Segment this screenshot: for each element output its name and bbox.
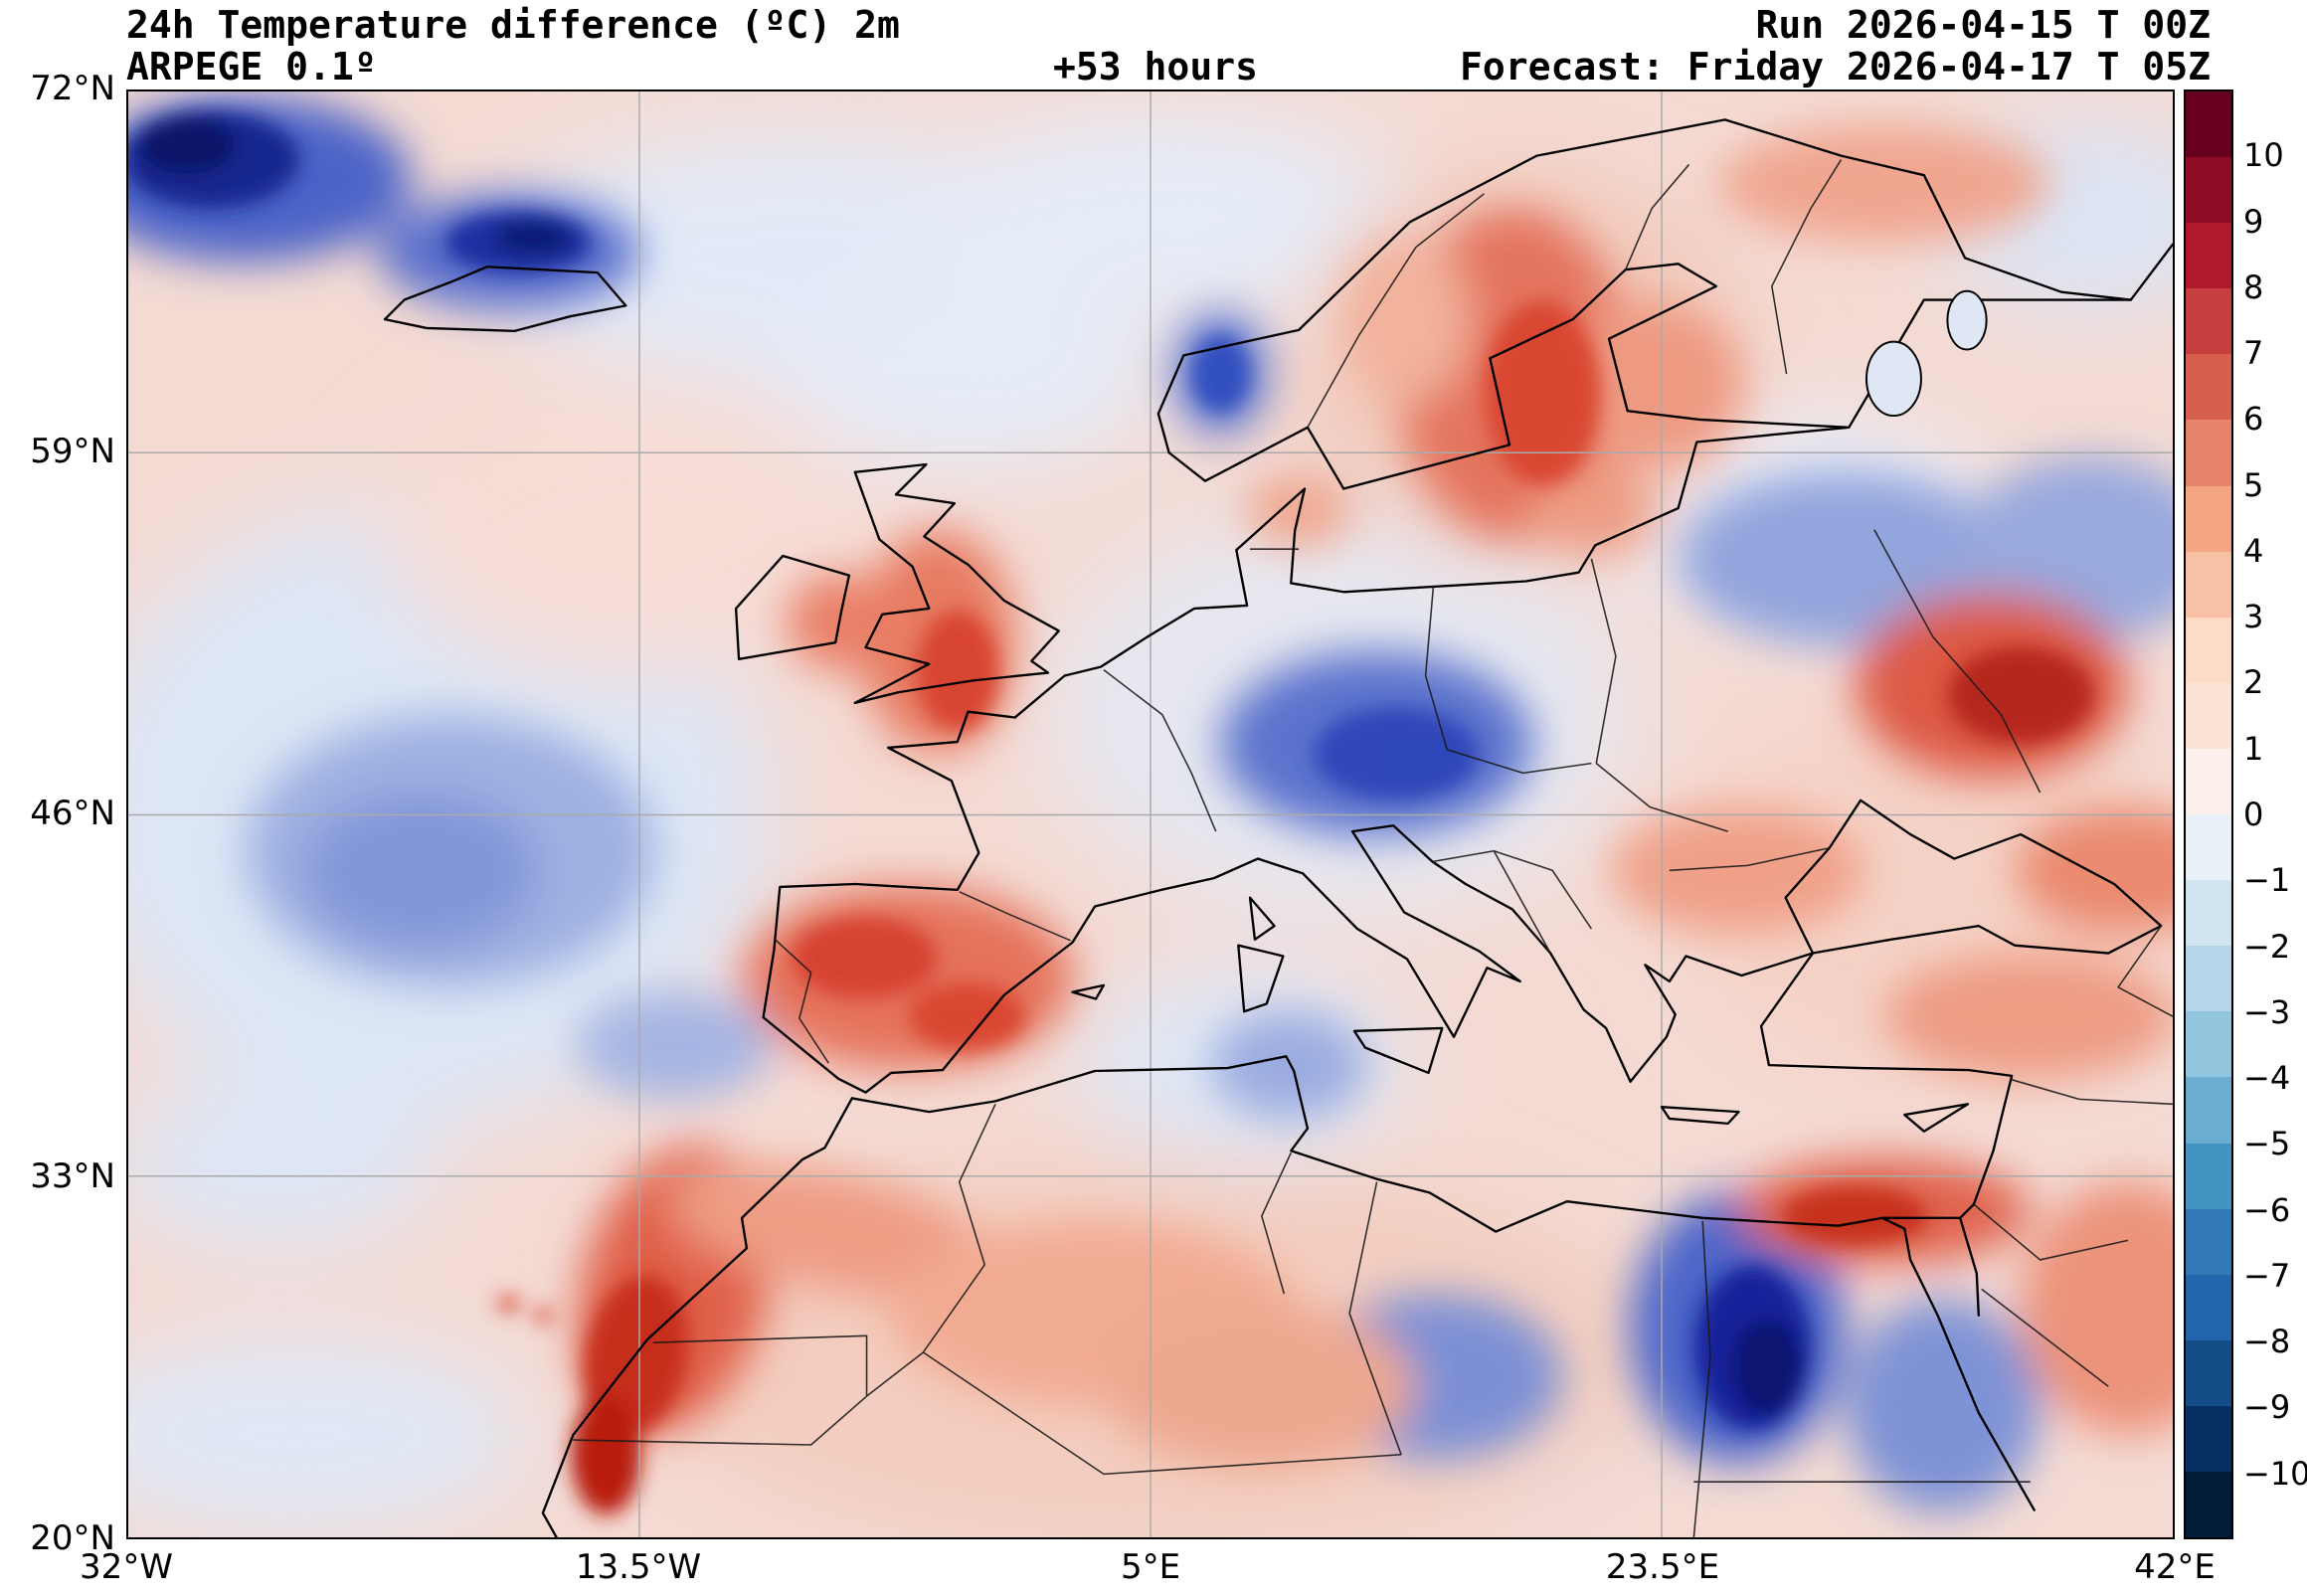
lon-tick-label: 32°W (80, 1547, 173, 1587)
colorbar-segment (2186, 223, 2231, 289)
colorbar-segment (2186, 1339, 2231, 1406)
colorbar-tick-label: 8 (2243, 267, 2264, 306)
colorbar-tick-label: 1 (2243, 729, 2264, 768)
colorbar-segment (2186, 1077, 2231, 1144)
colorbar-tick-label: −5 (2243, 1125, 2291, 1163)
colorbar-segment (2186, 485, 2231, 552)
colorbar-segment (2186, 354, 2231, 421)
colorbar-segment (2186, 617, 2231, 683)
colorbar-segment (2186, 880, 2231, 947)
colorbar-tick-label: 6 (2243, 400, 2264, 439)
colorbar-tick-label: 5 (2243, 465, 2264, 504)
colorbar-segment (2186, 1208, 2231, 1275)
map-plot-area (126, 89, 2175, 1539)
colorbar-tick-label: 9 (2243, 202, 2264, 241)
colorbar-tick-label: −10 (2243, 1454, 2307, 1493)
colorbar-tick-label: 3 (2243, 598, 2264, 636)
colorbar-segment (2186, 1143, 2231, 1209)
map-canvas (128, 91, 2173, 1537)
chart-title: 24h Temperature difference (ºC) 2m (126, 3, 900, 47)
lat-tick-label: 72°N (30, 69, 115, 109)
lat-tick-label: 33°N (30, 1155, 115, 1196)
colorbar-segment (2186, 946, 2231, 1012)
forecast-datetime-label: Forecast: Friday 2026-04-17 T 05Z (1460, 45, 2211, 89)
colorbar-segment (2186, 748, 2231, 815)
colorbar-segment (2186, 157, 2231, 224)
lat-tick-label: 46°N (30, 794, 115, 834)
lat-tick-label: 20°N (30, 1518, 115, 1559)
colorbar-tick-label: −6 (2243, 1190, 2291, 1229)
colorbar-tick-label: 10 (2243, 136, 2284, 175)
colorbar-segment (2186, 1011, 2231, 1078)
coastlines (383, 118, 2173, 1537)
lon-tick-label: 42°E (2134, 1547, 2216, 1587)
colorbar-segment (2186, 91, 2231, 158)
colorbar-gradient (2184, 89, 2233, 1539)
model-label: ARPEGE 0.1º (126, 45, 377, 89)
colorbar-tick-label: −8 (2243, 1323, 2291, 1361)
lead-time-label: +53 hours (1053, 45, 1258, 89)
run-datetime-label: Run 2026-04-15 T 00Z (1755, 3, 2211, 47)
colorbar-tick-label: −7 (2243, 1256, 2291, 1295)
colorbar-tick-label: 0 (2243, 796, 2264, 833)
colorbar-tick-label: −2 (2243, 927, 2291, 966)
colorbar-segment (2186, 682, 2231, 749)
colorbar-segment (2186, 551, 2231, 618)
colorbar-tick-label: −9 (2243, 1388, 2291, 1427)
colorbar-segment (2186, 1405, 2231, 1472)
lon-tick-label: 5°E (1120, 1547, 1181, 1587)
colorbar-tick-label: 4 (2243, 531, 2264, 570)
colorbar-tick-label: 2 (2243, 663, 2264, 702)
colorbar-segment (2186, 814, 2231, 881)
temperature-field-anomalies (128, 95, 2173, 1513)
colorbar-tick-label: −4 (2243, 1059, 2291, 1098)
lon-tick-label: 23.5°E (1605, 1547, 1720, 1587)
colorbar-tick-label: −3 (2243, 992, 2291, 1031)
lon-tick-label: 13.5°W (575, 1547, 702, 1587)
colorbar-segment (2186, 420, 2231, 486)
lat-tick-label: 59°N (30, 431, 115, 471)
colorbar-tick-label: −1 (2243, 861, 2291, 900)
colorbar-tick-label: 7 (2243, 334, 2264, 373)
colorbar-segment (2186, 288, 2231, 355)
colorbar-segment (2186, 1274, 2231, 1340)
graticule-gridlines (128, 91, 2173, 1537)
country-borders (573, 159, 2173, 1537)
colorbar-segment (2186, 1471, 2231, 1538)
